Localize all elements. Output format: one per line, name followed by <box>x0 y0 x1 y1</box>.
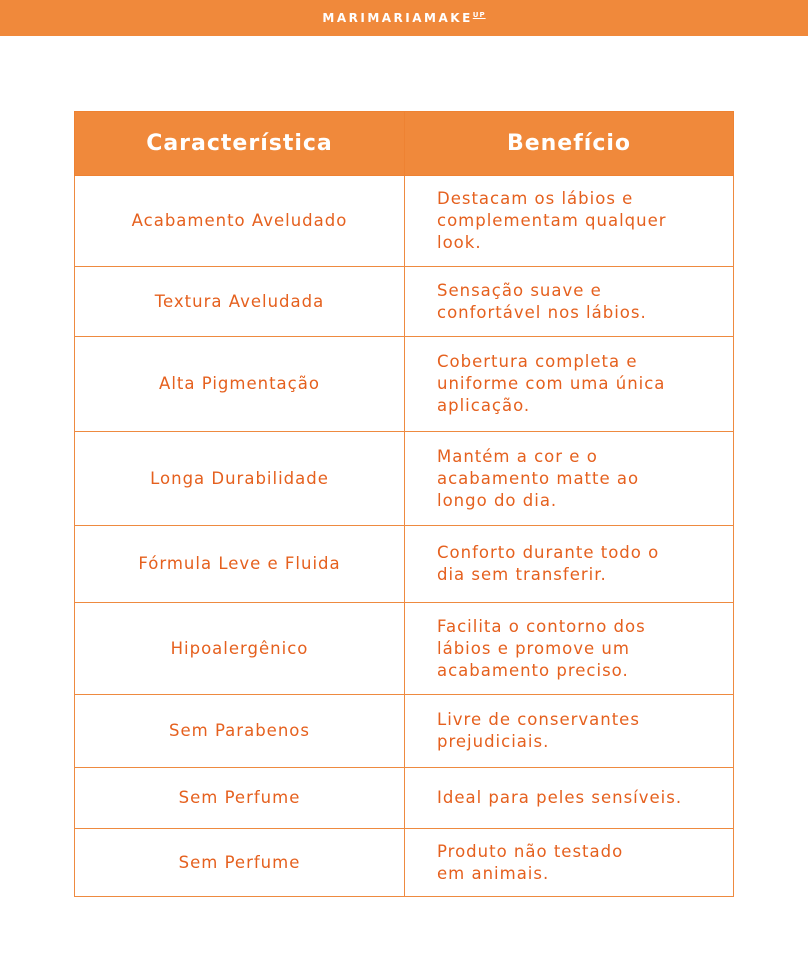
benefit-cell: Produto não testado em animais. <box>404 828 734 897</box>
feature-cell: Acabamento Aveludado <box>74 175 405 267</box>
feature-cell: Fórmula Leve e Fluida <box>74 525 405 603</box>
column-header-feature: Característica <box>74 111 405 176</box>
feature-cell: Alta Pigmentação <box>74 336 405 432</box>
column-header-benefit: Benefício <box>404 111 734 176</box>
benefit-cell: Cobertura completa e uniforme com uma ún… <box>404 336 734 432</box>
benefit-cell: Ideal para peles sensíveis. <box>404 767 734 829</box>
top-banner: MARIMARIAMAKEUP <box>0 0 808 36</box>
table-row: Sem Parabenos Livre de conservantes preju… <box>74 694 734 768</box>
table-row: Textura Aveludada Sensação suave e confor… <box>74 266 734 337</box>
benefit-cell: Livre de conservantes prejudiciais. <box>404 694 734 768</box>
table-row: Longa Durabilidade Mantém a cor e o acaba… <box>74 431 734 526</box>
table-row: Hipoalergênico Facilita o contorno dos lá… <box>74 602 734 695</box>
benefit-cell: Facilita o contorno dos lábios e promove… <box>404 602 734 695</box>
brand-logo: MARIMARIAMAKEUP <box>322 11 486 25</box>
table-row: Fórmula Leve e Fluida Conforto durante to… <box>74 525 734 603</box>
table-row: Acabamento Aveludado Destacam os lábios e… <box>74 175 734 267</box>
benefit-cell: Mantém a cor e o acabamento matte ao lon… <box>404 431 734 526</box>
table-row: Alta Pigmentação Cobertura completa e uni… <box>74 336 734 432</box>
features-table: Característica Benefício Acabamento Avel… <box>74 111 734 897</box>
feature-cell: Hipoalergênico <box>74 602 405 695</box>
table-header-row: Característica Benefício <box>74 111 734 176</box>
feature-cell: Sem Parabenos <box>74 694 405 768</box>
table-row: Sem Perfume Produto não testado em animai… <box>74 828 734 897</box>
table-row: Sem Perfume Ideal para peles sensíveis. <box>74 767 734 829</box>
feature-cell: Sem Perfume <box>74 767 405 829</box>
benefit-cell: Conforto durante todo o dia sem transfer… <box>404 525 734 603</box>
feature-cell: Longa Durabilidade <box>74 431 405 526</box>
feature-cell: Sem Perfume <box>74 828 405 897</box>
benefit-cell: Destacam os lábios e complementam qualqu… <box>404 175 734 267</box>
feature-cell: Textura Aveludada <box>74 266 405 337</box>
benefit-cell: Sensação suave e confortável nos lábios. <box>404 266 734 337</box>
